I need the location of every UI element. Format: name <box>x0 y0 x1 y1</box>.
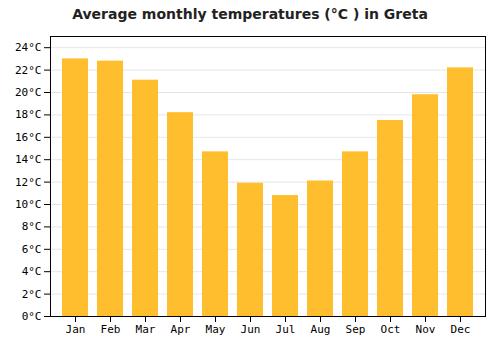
svg-text:16°C: 16°C <box>15 131 42 144</box>
svg-text:Nov: Nov <box>416 323 436 336</box>
svg-text:May: May <box>206 323 226 336</box>
html-text:Average monthly temperatures (: Average monthly temperatures (°C ) in Gr… <box>72 6 428 22</box>
svg-text:10°C: 10°C <box>15 198 42 211</box>
svg-text:Oct: Oct <box>381 323 401 336</box>
svg-text:12°C: 12°C <box>15 176 42 189</box>
svg-text:14°C: 14°C <box>15 153 42 166</box>
svg-text:Jan: Jan <box>66 323 86 336</box>
svg-text:Jun: Jun <box>241 323 261 336</box>
svg-text:4°C: 4°C <box>22 265 42 278</box>
svg-text:6°C: 6°C <box>22 243 42 256</box>
svg-text:Dec: Dec <box>451 323 471 336</box>
svg-text:2°C: 2°C <box>22 288 42 301</box>
svg-text:Apr: Apr <box>171 323 191 336</box>
svg-text:24°C: 24°C <box>15 41 42 54</box>
svg-text:18°C: 18°C <box>15 108 42 121</box>
svg-text:Aug: Aug <box>311 323 331 336</box>
svg-text:20°C: 20°C <box>15 86 42 99</box>
svg-text:8°C: 8°C <box>22 220 42 233</box>
svg-text:Mar: Mar <box>136 323 156 336</box>
svg-text:0°C: 0°C <box>22 310 42 323</box>
svg-text:Sep: Sep <box>346 323 366 336</box>
svg-text:22°C: 22°C <box>15 64 42 77</box>
svg-text:Jul: Jul <box>276 323 296 336</box>
svg-text:Feb: Feb <box>101 323 121 336</box>
